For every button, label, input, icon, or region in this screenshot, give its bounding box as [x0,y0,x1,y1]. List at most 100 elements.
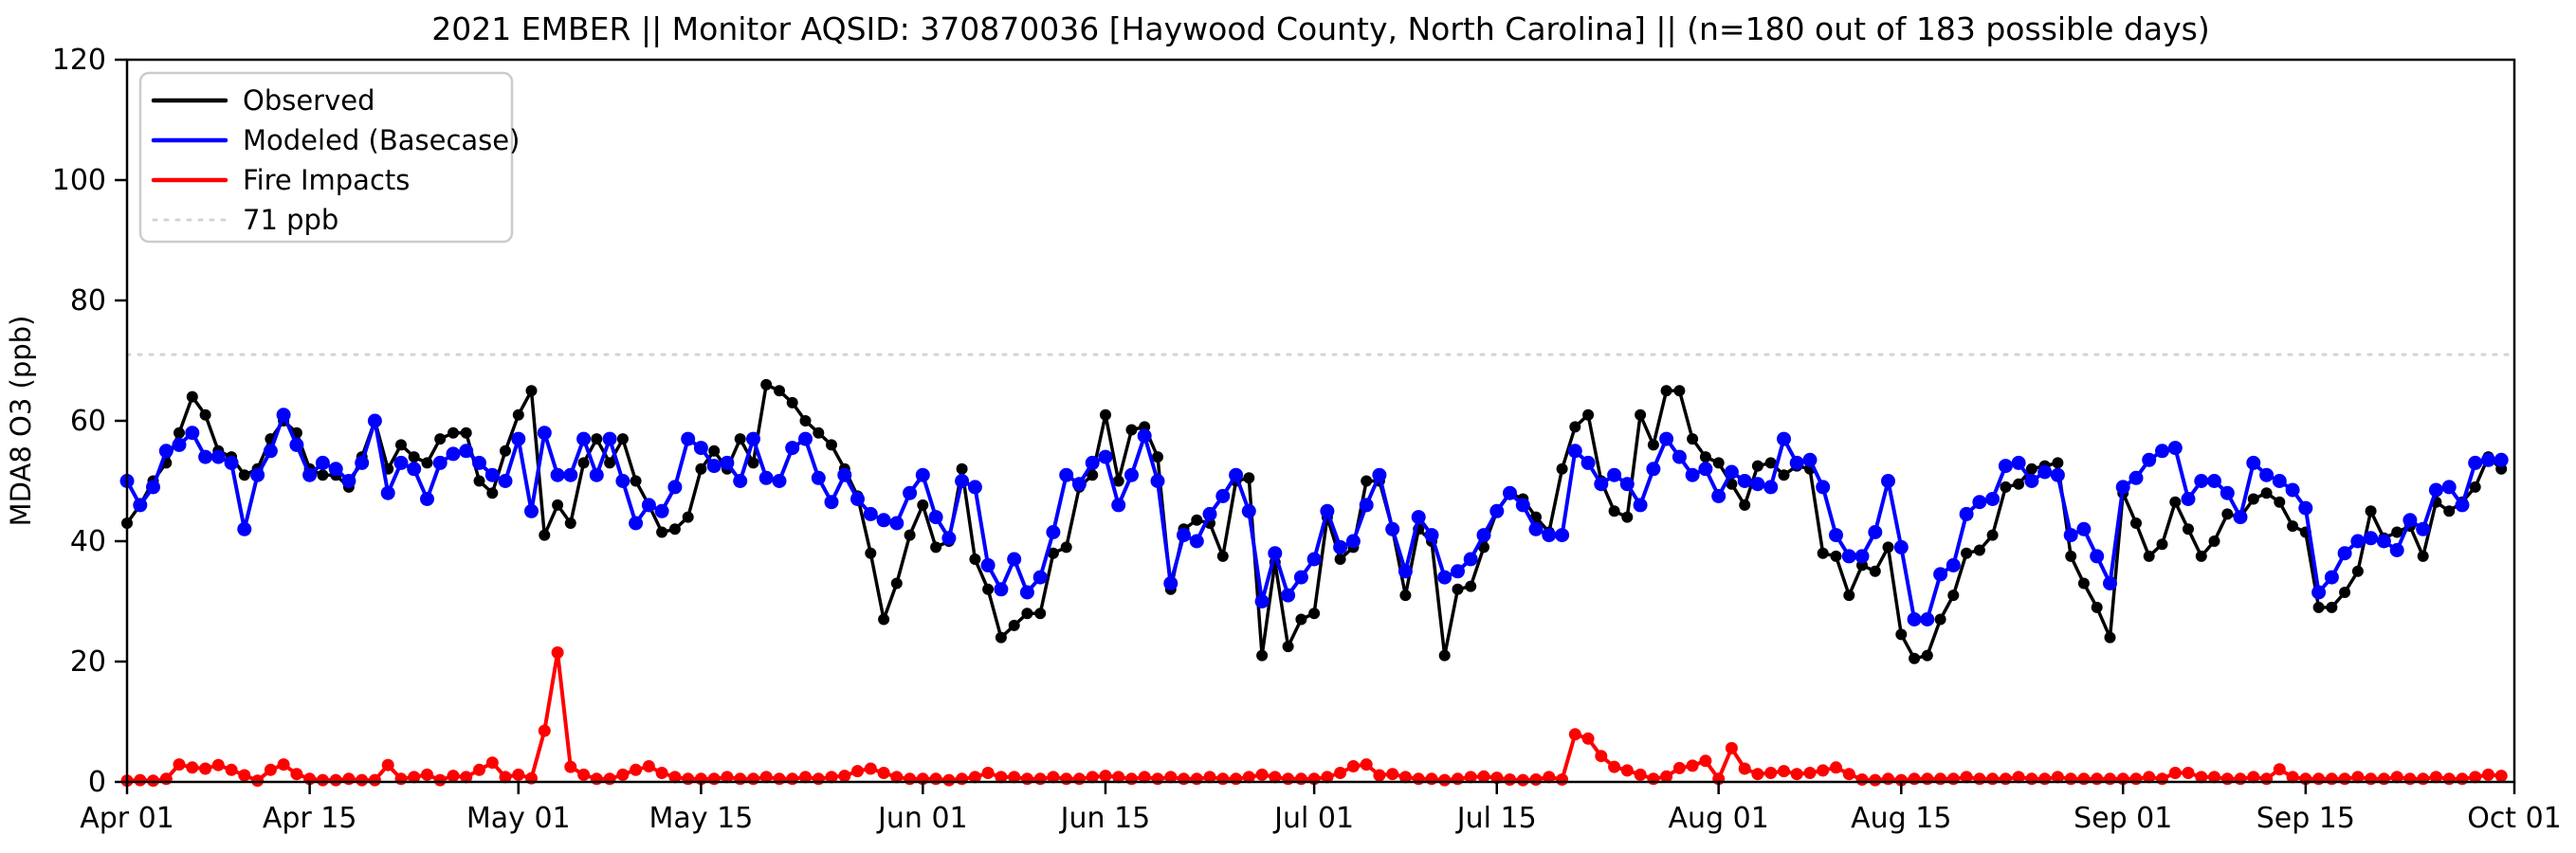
series-modeled-basecase-marker [250,467,265,482]
series-fire-impacts-marker [2208,771,2220,784]
series-fire-impacts-marker [2325,772,2338,786]
series-fire-impacts-marker [2220,772,2234,786]
series-modeled-basecase-marker [550,467,565,482]
series-observed-marker [1569,421,1581,433]
x-tick-label: Apr 01 [80,802,174,835]
series-modeled-basecase-marker [720,455,735,470]
series-observed-marker [1843,590,1855,602]
series-observed-marker [434,433,447,445]
series-fire-impacts-marker [1803,767,1817,779]
series-modeled-basecase-marker [1202,506,1217,521]
series-modeled-basecase-marker [1333,539,1348,554]
series-observed-marker [1087,469,1099,481]
series-observed-marker [1452,583,1464,595]
series-modeled-basecase-marker [785,441,800,456]
series-fire-impacts-marker [538,724,551,737]
series-observed-marker [668,523,681,535]
series-modeled-basecase-marker [589,467,604,482]
series-fire-impacts-marker [2182,767,2195,779]
series-modeled-basecase-marker [2037,464,2053,480]
series-modeled-basecase-marker [210,449,226,464]
legend-box [138,71,514,244]
series-fire-impacts-marker [968,771,981,784]
series-fire-impacts-marker [590,772,603,786]
series-fire-impacts-marker [1321,771,1334,784]
series-observed-marker [1895,628,1908,641]
series-modeled-basecase-marker [1933,567,1948,582]
series-modeled-basecase-marker [1046,525,1061,539]
series-observed-marker [186,390,198,403]
series-observed-marker [656,526,668,538]
series-modeled-basecase-marker [2090,549,2105,564]
series-observed-marker [564,517,576,529]
series-fire-impacts-marker [238,769,251,782]
series-fire-impacts-marker [2377,772,2390,786]
series-modeled-basecase-marker [576,431,592,446]
series-modeled-basecase-marker [2311,585,2327,600]
series-fire-impacts-marker [290,768,303,781]
series-fire-impacts-marker [995,771,1008,784]
series-modeled-basecase-marker [2494,452,2509,467]
series-observed-marker [1817,547,1829,559]
series-modeled-basecase-marker [1737,474,1752,488]
series-modeled-basecase-marker [1320,503,1335,518]
series-fire-impacts-marker [1869,773,1882,787]
x-tick-label: Aug 01 [1669,802,1769,835]
series-fire-impacts-marker [2247,771,2260,784]
series-modeled-basecase-marker [1489,503,1505,518]
series-observed-marker [1621,511,1634,523]
series-fire-impacts-marker [2469,771,2482,784]
series-observed-marker [1295,613,1307,626]
series-modeled-basecase-marker [955,474,970,488]
series-modeled-basecase-marker [758,470,774,485]
y-tick-label: 40 [70,525,106,558]
series-fire-impacts-marker [2104,772,2116,786]
series-modeled-basecase-marker [941,531,957,546]
series-fire-impacts-marker [2143,771,2156,784]
series-observed-marker [760,378,773,390]
series-fire-impacts-marker [1008,771,1021,784]
series-fire-impacts-marker [1516,773,1529,787]
series-fire-impacts-marker [1072,772,1086,786]
y-axis-ticks: 0 20 40 60 80 100 120 [52,44,127,799]
series-fire-impacts-marker [1738,762,1751,775]
series-fire-impacts-marker [1973,772,1986,786]
series-observed-marker [865,547,877,559]
series-observed-marker [1060,541,1072,554]
series-modeled-basecase-marker [1881,474,1895,488]
series-modeled-basecase-marker [1607,467,1622,482]
series-modeled-basecase-marker [2350,534,2366,549]
series-observed-marker [604,457,616,469]
series-observed-marker [552,499,564,511]
series-observed-marker [1008,619,1020,631]
series-modeled-basecase-marker [1476,528,1491,543]
series-observed-marker [1125,424,1138,436]
series-modeled-basecase-marker [1893,539,1909,554]
series-modeled-basecase-marker [1685,467,1700,482]
series-observed-marker [2391,526,2403,538]
series-fire-impacts-marker [942,773,956,787]
series-modeled-basecase-marker [889,516,904,531]
series-observed-marker [1021,608,1033,620]
series-fire-impacts-marker [1882,772,1894,786]
series-observed-marker [2417,550,2429,562]
series-fire-impacts-marker [1894,773,1908,787]
series-observed-marker [2469,481,2481,493]
series-observed-marker [1047,547,1059,559]
series-fire-impacts-marker [1346,760,1360,772]
series-modeled-basecase-marker [915,467,930,482]
series-fire-impacts-marker [460,771,473,784]
series-observed-marker [539,529,551,541]
series-modeled-basecase-marker [615,474,630,488]
series-fire-impacts-marker [2365,772,2378,786]
series-modeled-basecase-marker [2376,534,2391,549]
legend-label-2: Fire Impacts [243,164,410,196]
series-fire-impacts-marker [2390,771,2403,784]
series-observed-marker [2169,496,2182,508]
series-fire-impacts-marker [812,772,825,786]
series-observed-marker [1256,649,1269,662]
series-modeled-basecase-marker [1555,528,1570,543]
series-fire-impacts-marker [2429,771,2442,784]
series-observed-marker [1699,451,1711,463]
series-modeled-basecase-marker [1137,428,1152,444]
